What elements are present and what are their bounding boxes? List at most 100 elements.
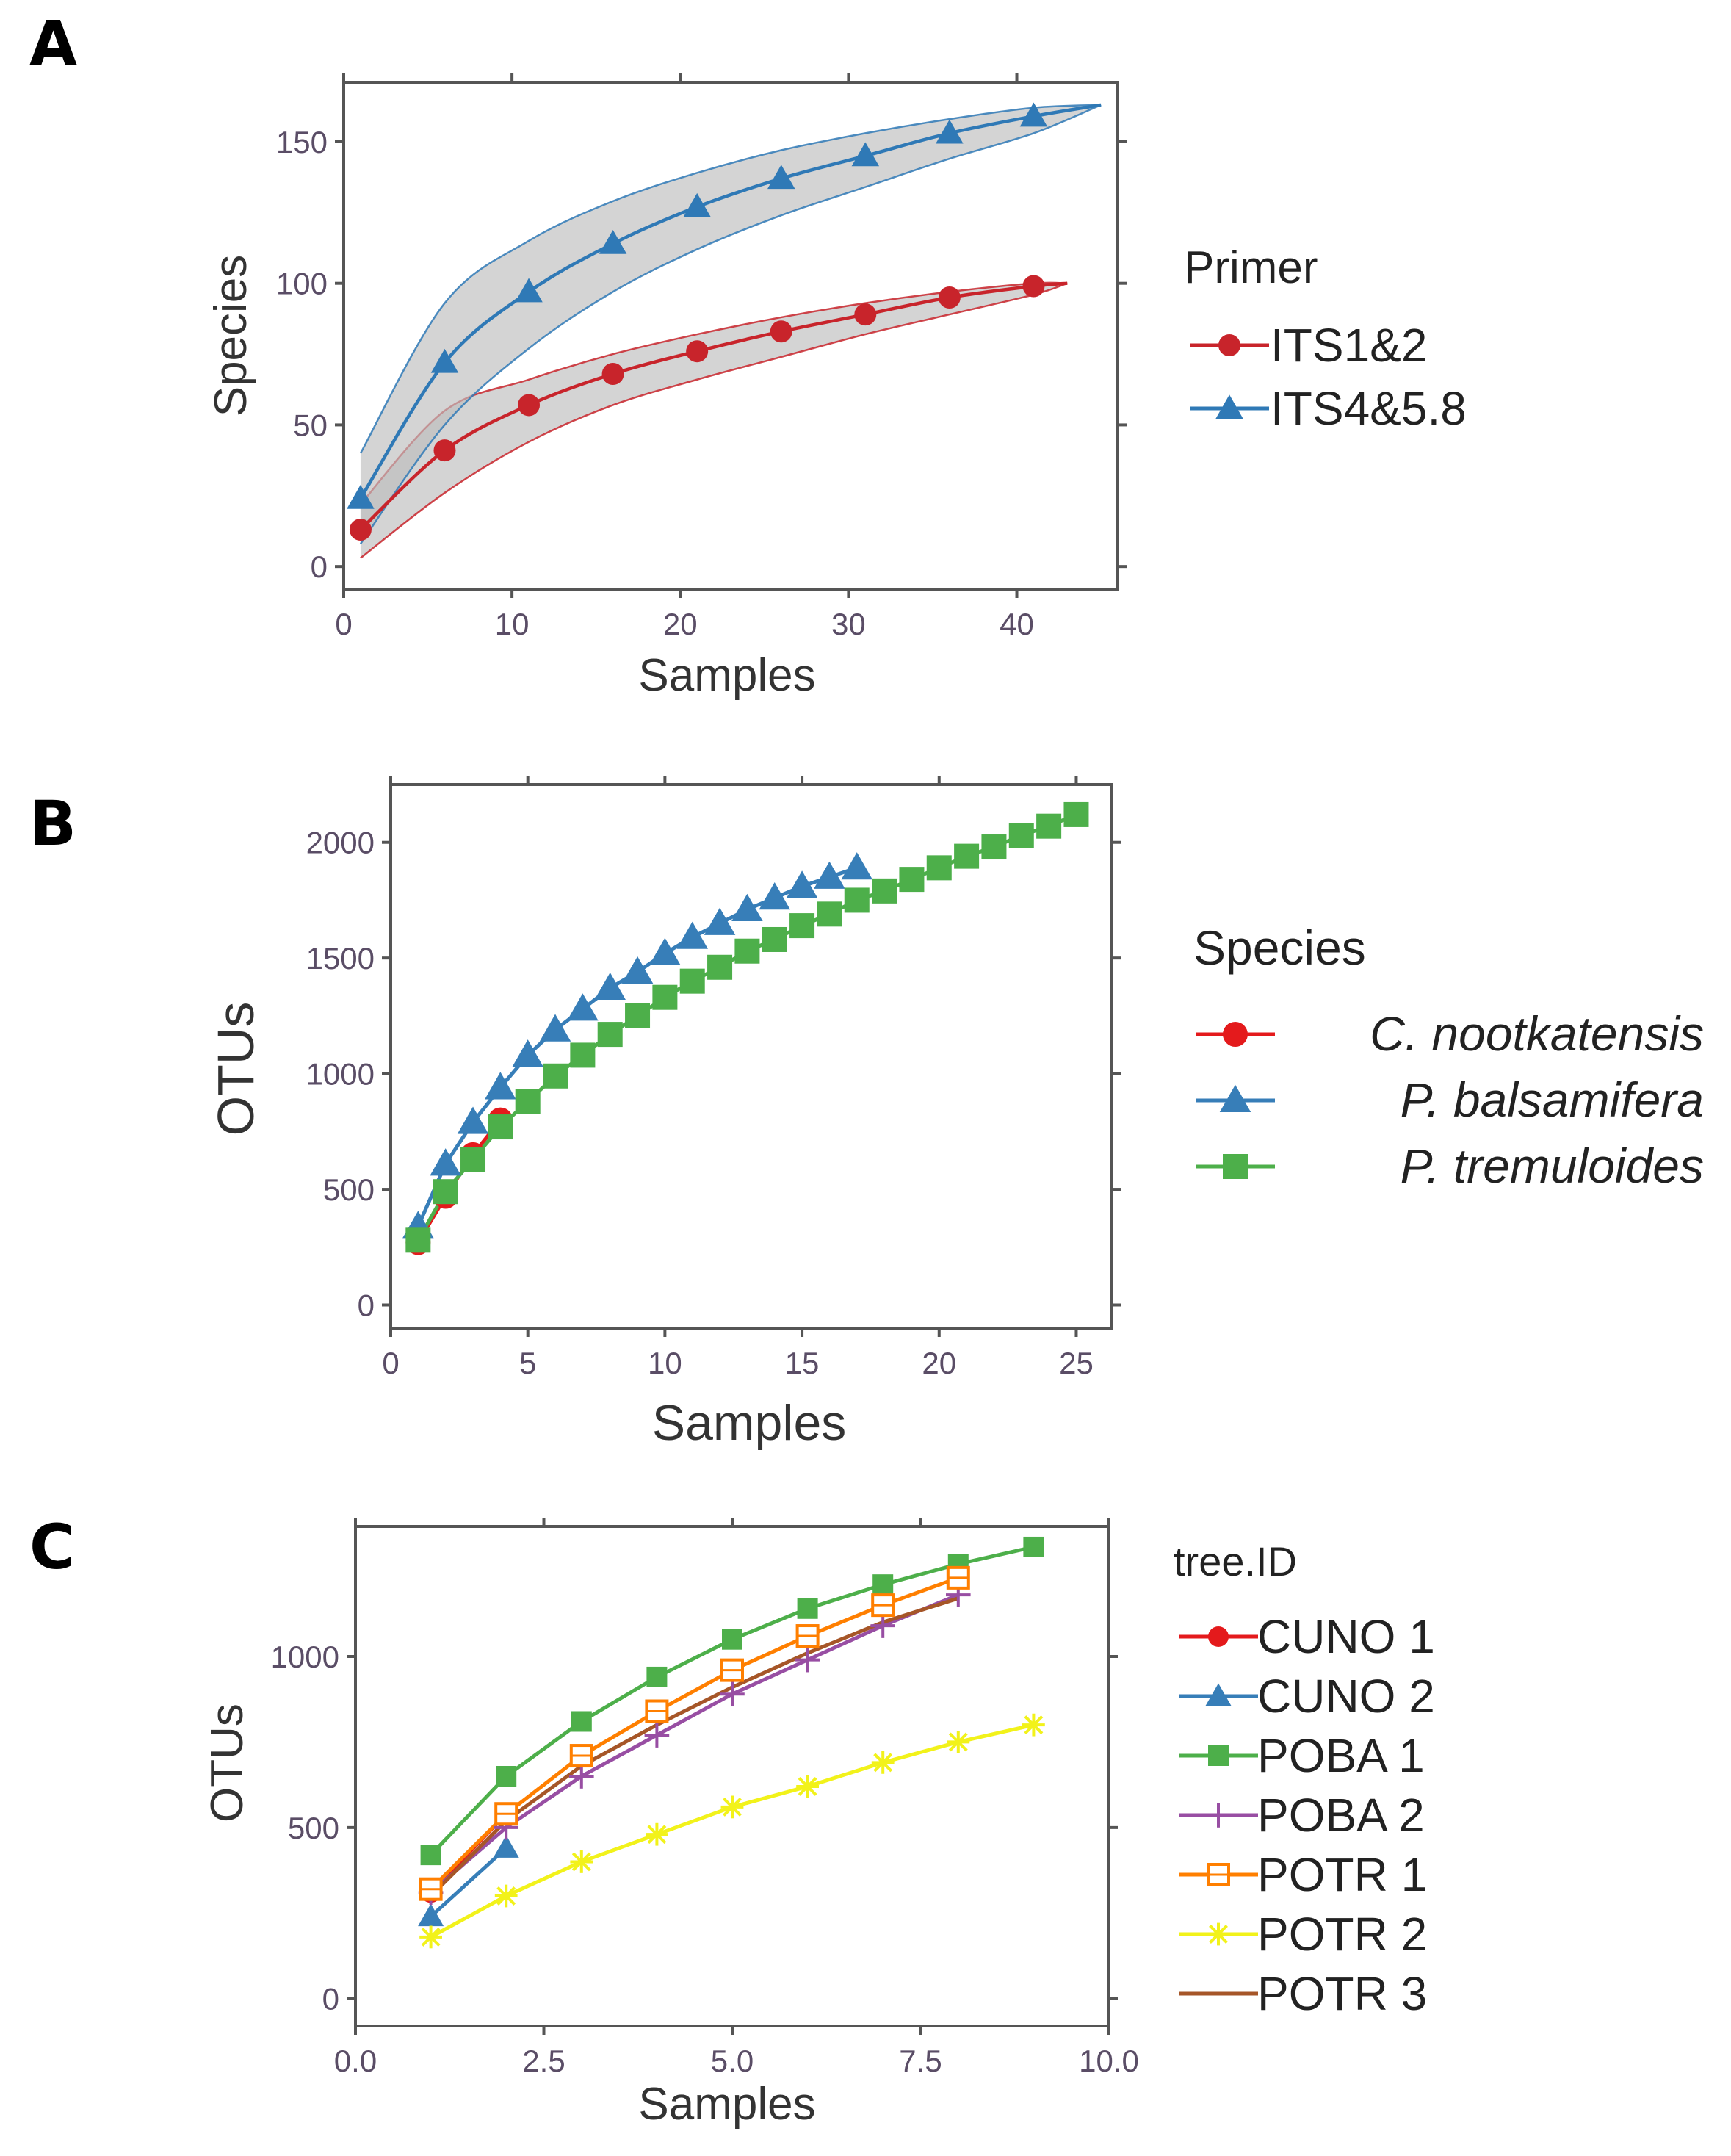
data-point-c-4-6 [871, 1593, 895, 1618]
y-tick-label-c-2: 1000 [271, 1640, 339, 1674]
data-point-b-1-7 [594, 972, 626, 1001]
data-point-a-0-1 [433, 439, 456, 462]
data-point-b-2-1 [433, 1179, 458, 1205]
data-point-a-1-4 [683, 192, 711, 217]
legend-symbol-a-1 [1215, 394, 1243, 419]
data-point-c-4-7 [946, 1565, 970, 1590]
legend-symbol-c-1 [1205, 1683, 1232, 1706]
x-axis-title-a: Samples [638, 650, 815, 701]
plot-frame-c [354, 1525, 1110, 2027]
y-tick-label-a-3: 150 [276, 125, 328, 159]
data-point-a-1-7 [936, 119, 964, 144]
y-tick-label-b-0: 0 [358, 1288, 375, 1323]
panel-b-marks [402, 801, 1089, 1255]
data-point-a-1-1 [430, 348, 459, 373]
legend-item-c-0: CUNO 1 [1179, 1610, 1435, 1663]
data-point-b-1-10 [676, 921, 708, 949]
data-point-a-0-5 [770, 320, 792, 343]
data-point-b-1-4 [512, 1039, 543, 1067]
data-point-c-5-0 [419, 1925, 442, 1949]
data-point-c-2-1 [496, 1766, 517, 1787]
x-tick-label-a-0: 0 [335, 607, 352, 641]
legend-item-b-2: P. tremuloides [1196, 1139, 1704, 1193]
legend-label-a-1: ITS4&5.8 [1271, 382, 1467, 435]
legend-symbol-c-0 [1208, 1626, 1229, 1647]
legend-label-c-2: POBA 1 [1257, 1729, 1425, 1782]
legend-title-a: Primer [1184, 242, 1318, 293]
x-tick-label-a-1: 10 [495, 607, 530, 641]
data-point-b-2-2 [460, 1147, 486, 1172]
legend-item-b-0: C. nootkatensis [1196, 1006, 1704, 1061]
panel-c-marks [418, 1536, 1045, 1949]
plot-frame-b [389, 783, 1113, 1330]
y-tick-label-b-4: 2000 [306, 826, 375, 860]
legend-symbol-b-0 [1223, 1022, 1248, 1047]
y-axis-title-b: OTUs [207, 1002, 264, 1136]
legend-symbol-b-1 [1219, 1084, 1251, 1112]
data-point-a-0-0 [349, 519, 372, 541]
legend-label-b-0: C. nootkatensis [1370, 1006, 1704, 1061]
data-point-b-1-12 [731, 893, 763, 921]
data-point-b-2-4 [515, 1089, 541, 1114]
data-point-b-2-10 [679, 968, 705, 994]
legend-label-b-1: P. balsamifera [1401, 1072, 1704, 1127]
data-point-b-2-17 [872, 878, 897, 904]
series-line-c-6 [429, 1596, 959, 1897]
data-point-c-5-4 [720, 1795, 744, 1819]
data-point-b-2-20 [954, 843, 980, 869]
legend-label-b-2: P. tremuloides [1401, 1139, 1704, 1193]
panel-c: 0.0 2.5 5.0 7.5 10.0 0 500 1000 Samples OTUs tr… [202, 1518, 1435, 2130]
x-tick-label-b-1: 5 [519, 1346, 536, 1380]
data-point-c-2-4 [722, 1629, 742, 1650]
y-axis-title-c: OTUs [202, 1703, 253, 1822]
data-point-b-1-16 [841, 852, 873, 880]
data-point-a-1-3 [599, 229, 627, 254]
x-tick-label-b-3: 15 [785, 1346, 820, 1380]
legend-label-a-0: ITS1&2 [1271, 319, 1427, 372]
series-line-c-3 [429, 1593, 959, 1894]
data-point-c-5-1 [494, 1884, 518, 1908]
y-tick-label-c-0: 0 [322, 1982, 339, 2016]
series-line-a-1 [358, 103, 1102, 500]
data-point-c-4-5 [795, 1624, 820, 1648]
x-tick-label-b-5: 25 [1059, 1346, 1094, 1380]
data-point-c-3-5 [795, 1647, 820, 1673]
legend-a: Primer ITS1&2 ITS4&5.8 [1184, 242, 1467, 435]
x-axis-title-b: Samples [652, 1395, 847, 1451]
series-line-c-1 [429, 1846, 507, 1918]
legend-label-c-5: POTR 2 [1257, 1908, 1427, 1961]
data-point-b-2-16 [844, 887, 870, 913]
series-line-c-4 [429, 1576, 959, 1891]
band-a-0 [360, 282, 1068, 558]
legend-item-c-2: POBA 1 [1179, 1729, 1425, 1782]
data-point-b-2-0 [405, 1227, 431, 1253]
data-point-a-1-8 [1019, 102, 1048, 127]
data-point-b-2-15 [817, 901, 842, 927]
legend-symbol-c-3 [1206, 1803, 1231, 1828]
data-point-c-4-4 [720, 1658, 744, 1682]
data-point-b-2-19 [926, 855, 952, 881]
y-tick-label-c-1: 500 [288, 1811, 339, 1845]
data-point-b-2-22 [1008, 823, 1034, 848]
legend-b: Species C. nootkatensis P. balsamifera P. … [1193, 920, 1704, 1193]
data-point-c-5-7 [947, 1731, 970, 1753]
data-point-c-3-2 [569, 1764, 594, 1789]
x-tick-label-a-3: 30 [831, 607, 866, 641]
data-point-b-2-18 [899, 867, 925, 893]
data-point-a-1-5 [767, 165, 795, 190]
legend-item-c-5: POTR 2 [1179, 1908, 1427, 1961]
panel-label-b: B [29, 787, 76, 859]
data-point-c-1-0 [418, 1903, 444, 1927]
y-tick-label-a-0: 0 [311, 549, 328, 584]
data-point-c-5-3 [646, 1822, 668, 1846]
data-point-b-1-8 [621, 956, 654, 984]
data-point-b-2-13 [762, 926, 787, 952]
data-point-c-4-2 [569, 1744, 593, 1768]
data-point-c-1-1 [493, 1835, 519, 1858]
data-point-b-1-1 [430, 1148, 461, 1176]
data-point-c-2-5 [797, 1598, 818, 1619]
data-point-c-2-3 [646, 1666, 668, 1687]
data-point-b-2-6 [570, 1042, 596, 1068]
legend-items-a: ITS1&2 ITS4&5.8 [1190, 319, 1467, 435]
